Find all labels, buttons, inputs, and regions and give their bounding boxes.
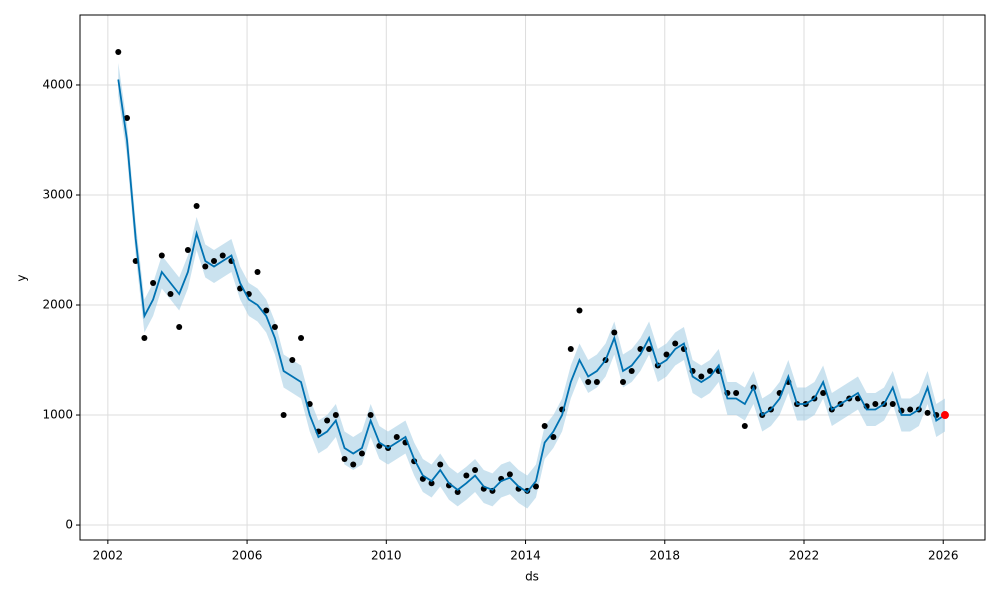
y-tick-label: 3000 (42, 187, 73, 201)
observed-point (628, 368, 635, 375)
observed-point (158, 252, 165, 259)
observed-point (428, 480, 435, 487)
observed-point (393, 434, 400, 441)
observed-point (672, 340, 679, 347)
observed-point (541, 423, 548, 430)
observed-point (202, 263, 209, 270)
x-tick-label: 2018 (649, 549, 680, 563)
x-tick-label: 2002 (93, 549, 124, 563)
observed-point (437, 461, 444, 468)
observed-point (741, 423, 748, 430)
observed-point (289, 357, 296, 364)
observed-point (123, 114, 130, 121)
observed-point (332, 412, 339, 419)
observed-point (193, 202, 200, 209)
observed-point (150, 280, 157, 287)
observed-point (211, 257, 218, 264)
observed-point (646, 346, 653, 353)
observed-point (872, 401, 879, 408)
x-tick-label: 2010 (371, 549, 402, 563)
observed-point (663, 351, 670, 358)
observed-point (820, 390, 827, 397)
observed-point (176, 324, 183, 331)
x-tick-label: 2006 (232, 549, 263, 563)
observed-point (698, 373, 705, 380)
observed-point (350, 461, 357, 468)
y-tick-label: 1000 (42, 408, 73, 422)
uncertainty-band (118, 62, 945, 509)
observed-point (115, 48, 122, 55)
observed-point (924, 409, 931, 416)
observed-point (280, 412, 287, 419)
x-axis-label: ds (525, 570, 539, 584)
observed-point (341, 456, 348, 463)
plot-frame (79, 14, 986, 541)
observed-point (358, 450, 365, 457)
observed-point (324, 417, 331, 424)
x-tick-label: 2022 (789, 549, 820, 563)
x-tick-label: 2026 (928, 549, 959, 563)
observed-point (184, 246, 191, 253)
observed-point (263, 307, 270, 314)
observed-point (733, 390, 740, 397)
observed-point (454, 489, 461, 496)
observed-point (472, 467, 479, 474)
y-tick-label: 4000 (42, 77, 73, 91)
observed-point (907, 406, 914, 413)
x-tick-label: 2014 (510, 549, 541, 563)
observed-point (219, 252, 226, 259)
forecast-line (117, 79, 946, 494)
observed-point (550, 434, 557, 441)
observed-point (611, 329, 618, 336)
observed-point (889, 401, 896, 408)
observed-point (271, 324, 278, 331)
observed-point (532, 483, 539, 490)
observed-point (585, 379, 592, 386)
observed-point (254, 268, 261, 275)
observed-point (567, 346, 574, 353)
observed-point (367, 412, 374, 419)
observed-point (463, 472, 470, 479)
y-tick-label: 2000 (42, 298, 73, 312)
y-axis-label: y (15, 274, 29, 281)
observed-point (576, 307, 583, 314)
highlight-point (940, 411, 949, 420)
observed-point (306, 401, 313, 408)
observed-point (141, 335, 148, 342)
observed-point (298, 335, 305, 342)
observed-point (620, 379, 626, 386)
observed-point (167, 291, 174, 298)
observed-point (506, 471, 513, 478)
observed-point (707, 368, 714, 375)
y-tick-label: 0 (65, 518, 73, 532)
observed-point (593, 379, 600, 386)
